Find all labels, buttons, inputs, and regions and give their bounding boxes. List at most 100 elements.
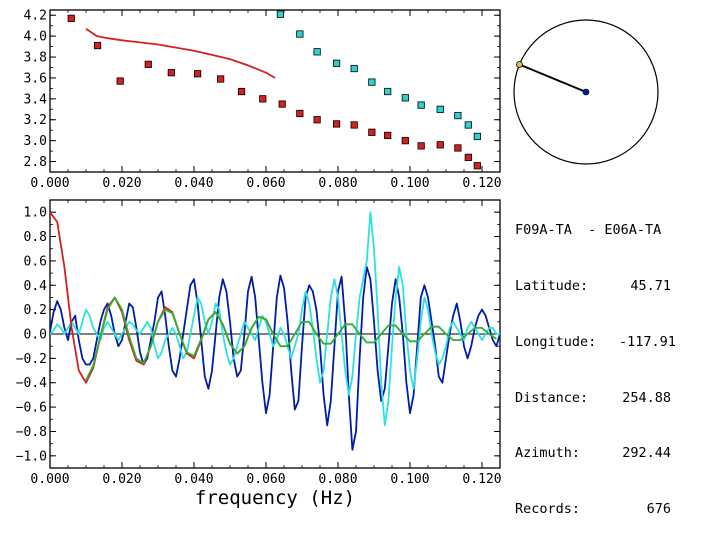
data-point — [278, 100, 286, 108]
series-line-2 — [85, 28, 276, 79]
data-point — [368, 78, 376, 86]
info-row-records: Records: 676 — [515, 500, 671, 519]
y-tick-label: 0.8 — [24, 230, 47, 245]
azimuth-line — [519, 63, 587, 93]
data-point — [464, 121, 472, 129]
info-label: Latitude: — [515, 277, 589, 294]
y-tick-label: 3.2 — [24, 113, 47, 128]
x-tick-label: 0.000 — [30, 176, 69, 191]
remote-station-marker — [516, 61, 523, 68]
y-tick-label: 1.0 — [24, 206, 47, 221]
y-tick-label: 3.8 — [24, 51, 47, 66]
info-row-latitude: Latitude: 45.71 — [515, 277, 671, 296]
data-point — [401, 137, 409, 145]
info-label: Longitude: — [515, 333, 597, 350]
y-tick-label: 4.2 — [24, 9, 47, 24]
station-info-panel: F09A-TA - E06A-TA Latitude: 45.71 Longitu… — [515, 184, 676, 537]
x-axis-label: frequency (Hz) — [195, 487, 355, 509]
x-tick-label: 0.060 — [246, 472, 285, 487]
x-tick-label: 0.100 — [390, 176, 429, 191]
y-tick-label: 2.8 — [24, 155, 47, 170]
data-point — [350, 64, 358, 73]
data-point — [167, 69, 175, 77]
data-point — [313, 116, 321, 124]
data-point — [454, 144, 462, 152]
x-tick-label: 0.040 — [174, 176, 213, 191]
data-point — [401, 94, 409, 102]
x-tick-label: 0.020 — [102, 176, 141, 191]
y-tick-label: 0.2 — [24, 303, 47, 318]
x-tick-label: 0.000 — [30, 472, 69, 487]
x-tick-label: 0.080 — [318, 472, 357, 487]
center-station-marker — [582, 88, 590, 96]
data-point — [259, 95, 267, 103]
y-tick-label: 3.4 — [24, 92, 48, 107]
plot-area — [50, 211, 500, 451]
y-tick-label: 4.0 — [24, 30, 47, 45]
info-row-distance: Distance: 254.88 — [515, 389, 671, 408]
y-tick-label: 0.6 — [24, 254, 47, 269]
data-point — [473, 162, 481, 170]
info-value: -117.91 — [619, 333, 676, 350]
y-tick-label: 3.6 — [24, 71, 47, 86]
data-point — [193, 70, 202, 78]
info-row-azimuth: Azimuth: 292.44 — [515, 444, 671, 463]
info-value: 254.88 — [622, 389, 671, 406]
data-point — [384, 131, 392, 140]
top-scatter-panel: 0.000 0.020 0.040 0.060 0.080 0.100 0.120 2.8 3.… — [24, 9, 502, 191]
y-tick-label: −1.0 — [16, 449, 47, 464]
x-tick-label: 0.120 — [462, 472, 501, 487]
data-point — [313, 48, 321, 56]
info-row-longitude: Longitude: -117.91 — [515, 333, 676, 352]
info-value: 676 — [646, 501, 671, 518]
plot-frame — [49, 9, 501, 173]
data-point — [454, 111, 462, 120]
data-point — [436, 141, 444, 149]
data-point — [417, 101, 425, 109]
data-point — [464, 153, 472, 161]
data-point — [276, 10, 285, 18]
bottom-line-panel: 0.000 0.020 0.040 0.060 0.080 0.100 0.120 1.0 0.… — [16, 199, 502, 509]
x-tick-label: 0.080 — [318, 176, 357, 191]
data-point — [436, 105, 444, 113]
y-tick-label: −0.8 — [16, 425, 47, 440]
compass-circle — [513, 19, 659, 165]
data-point — [384, 87, 392, 96]
data-point — [332, 120, 341, 128]
data-point — [116, 77, 124, 85]
y-tick-label: 0.4 — [24, 279, 48, 294]
plot-area — [67, 10, 481, 170]
data-point — [144, 60, 152, 68]
station-pair-label: F09A-TA - E06A-TA — [515, 222, 662, 239]
data-point — [473, 132, 481, 141]
data-point — [332, 59, 341, 67]
data-point — [237, 87, 246, 96]
series-line-0 — [50, 266, 500, 451]
data-point — [350, 121, 358, 129]
series-line-1 — [50, 211, 500, 427]
x-tick-label: 0.100 — [390, 472, 429, 487]
info-value: 292.44 — [622, 445, 671, 462]
data-point — [296, 109, 304, 118]
data-point — [67, 14, 75, 22]
y-tick-label: −0.2 — [16, 352, 47, 367]
figure-canvas: 0.000 0.020 0.040 0.060 0.080 0.100 0.120 2.8 3.… — [16, 9, 659, 509]
y-tick-label: −0.6 — [16, 401, 47, 416]
data-point — [93, 41, 102, 50]
y-tick-label: 3.0 — [24, 134, 47, 149]
data-point — [217, 75, 225, 83]
y-tick-label: −0.4 — [16, 376, 47, 391]
data-point — [417, 142, 425, 150]
data-point — [368, 128, 376, 136]
info-value: 45.71 — [630, 277, 671, 294]
x-tick-label: 0.040 — [174, 472, 213, 487]
x-tick-label: 0.120 — [462, 176, 501, 191]
x-tick-label: 0.020 — [102, 472, 141, 487]
y-tick-label: 0.0 — [24, 328, 47, 343]
x-tick-label: 0.060 — [246, 176, 285, 191]
info-label: Records: — [515, 501, 581, 518]
series-line-3 — [85, 296, 497, 381]
info-label: Azimuth: — [515, 445, 581, 462]
data-point — [296, 30, 304, 38]
info-label: Distance: — [515, 389, 589, 406]
